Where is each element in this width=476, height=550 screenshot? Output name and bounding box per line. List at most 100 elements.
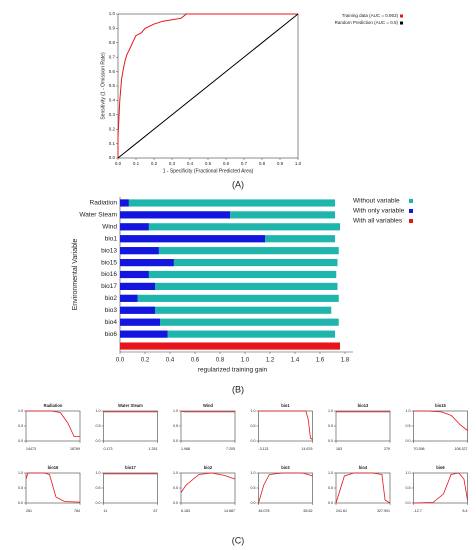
x-tick-label: 0.7 [241,161,248,166]
y-tick-label: Radiation [90,200,118,207]
bar [120,282,155,290]
y-tick-label: 0.0 [173,439,178,443]
x-tick-label: 163 [336,447,342,451]
y-tick-label: 0.5 [251,486,256,490]
chart-title: bio4 [359,465,368,470]
bar [120,259,338,267]
x-tick-label: 0.4 [166,358,175,364]
y-tick-label: 0.5 [18,424,23,428]
y-tick-label: 0.5 [328,486,333,490]
y-tick-label: 1.0 [328,409,333,413]
plot-frame [335,472,391,504]
plot-frame [103,472,158,504]
x-tick-label: 67 [154,509,158,513]
legend-label: Random Prediction (AUC = 0.5) [335,20,399,25]
bar [120,223,340,231]
y-tick-label: bio13 [101,247,117,254]
y-tick-label: bio16 [101,271,117,278]
x-tick-label: 327.901 [377,509,390,513]
y-tick-label: 0.0 [173,501,178,505]
x-tick-label: 0.4 [187,161,194,166]
x-tick-label: 1.6 [316,358,325,364]
y-tick-label: 0.9 [109,26,116,31]
y-tick-label: 1.0 [406,471,411,475]
bar [120,306,332,314]
y-tick-label: 0.8 [109,40,116,45]
y-tick-label: 0.3 [109,112,116,117]
y-tick-label: 0.0 [251,501,256,505]
y-tick-label: bio17 [101,283,117,290]
y-tick-label: 0.0 [96,439,101,443]
y-tick-label: 1.0 [328,471,333,475]
legend-label: Without variable [353,198,400,205]
y-tick-label: 1.0 [96,471,101,475]
bar [120,247,339,255]
y-tick-label: Wind [102,224,117,231]
y-tick-label: 0.2 [109,126,116,131]
x-tick-label: 0.8 [216,358,225,364]
chart-title: bio6 [436,465,445,470]
chart-title: Radiation [44,403,63,408]
x-tick-label: 18769 [70,447,80,451]
y-tick-label: bio1 [105,235,118,242]
bar [120,330,335,338]
x-tick-label: 65.62 [304,509,313,513]
data-line [413,472,468,504]
x-tick-label: 7.205 [226,447,235,451]
y-tick-label: 0.0 [109,155,116,160]
y-tick-label: 1.0 [173,409,178,413]
plot-frame [180,410,236,442]
legend-marker [409,199,413,203]
x-tick-label: 0.3 [169,161,176,166]
y-tick-label: 0.5 [251,424,256,428]
bar [120,306,155,314]
chart-title: Water Steam [118,403,143,408]
y-tick-label: 1.0 [251,409,256,413]
plot-frame [258,472,313,504]
bar [120,199,335,207]
x-tick-label: 0.2 [151,161,158,166]
x-tick-label: 1.2 [266,358,275,364]
y-tick-label: 0.5 [18,486,23,490]
x-tick-label: 0.5 [205,161,212,166]
bar [120,318,339,326]
y-tick-label: 0.0 [406,501,411,505]
x-tick-label: 241.61 [336,509,347,513]
plot-frame [413,472,468,504]
bar [120,259,174,267]
y-tick-label: 1.0 [173,471,178,475]
y-tick-label: 0.0 [328,501,333,505]
y-tick-label: 1.0 [96,409,101,413]
x-tick-label: 0.6 [191,358,200,364]
bar [120,342,340,350]
x-tick-label: 1.988 [181,447,190,451]
chart-title: bio3 [281,465,290,470]
y-tick-label: Water Steam [79,212,117,219]
chart-title: bio1 [281,403,290,408]
data-line [25,472,81,503]
x-tick-label: -12.7 [414,509,422,513]
data-line [258,472,313,504]
legend-marker [400,21,403,25]
bar [120,270,149,279]
x-tick-label: 14473 [26,447,36,451]
chart-title: bio17 [125,465,136,470]
x-tick-label: 281 [26,509,32,513]
legend-marker [409,209,413,213]
plot-frame [103,410,158,442]
x-tick-label: 70.398 [414,447,425,451]
x-tick-label: 14.687 [224,509,235,513]
x-tick-label: 0.0 [115,161,122,166]
x-tick-label: 14.676 [302,447,313,451]
x-tick-label: 0.6 [223,161,230,166]
y-tick-label: 0.5 [406,486,411,490]
y-tick-label: bio3 [105,307,118,314]
y-tick-label: 0.5 [109,83,116,88]
y-tick-label: 1.0 [109,11,116,16]
x-tick-label: 0.1 [133,161,140,166]
y-tick-label: 1.0 [18,409,23,413]
bar [120,211,230,219]
y-tick-label: 0.0 [328,439,333,443]
y-tick-label: 0.4 [109,98,116,103]
